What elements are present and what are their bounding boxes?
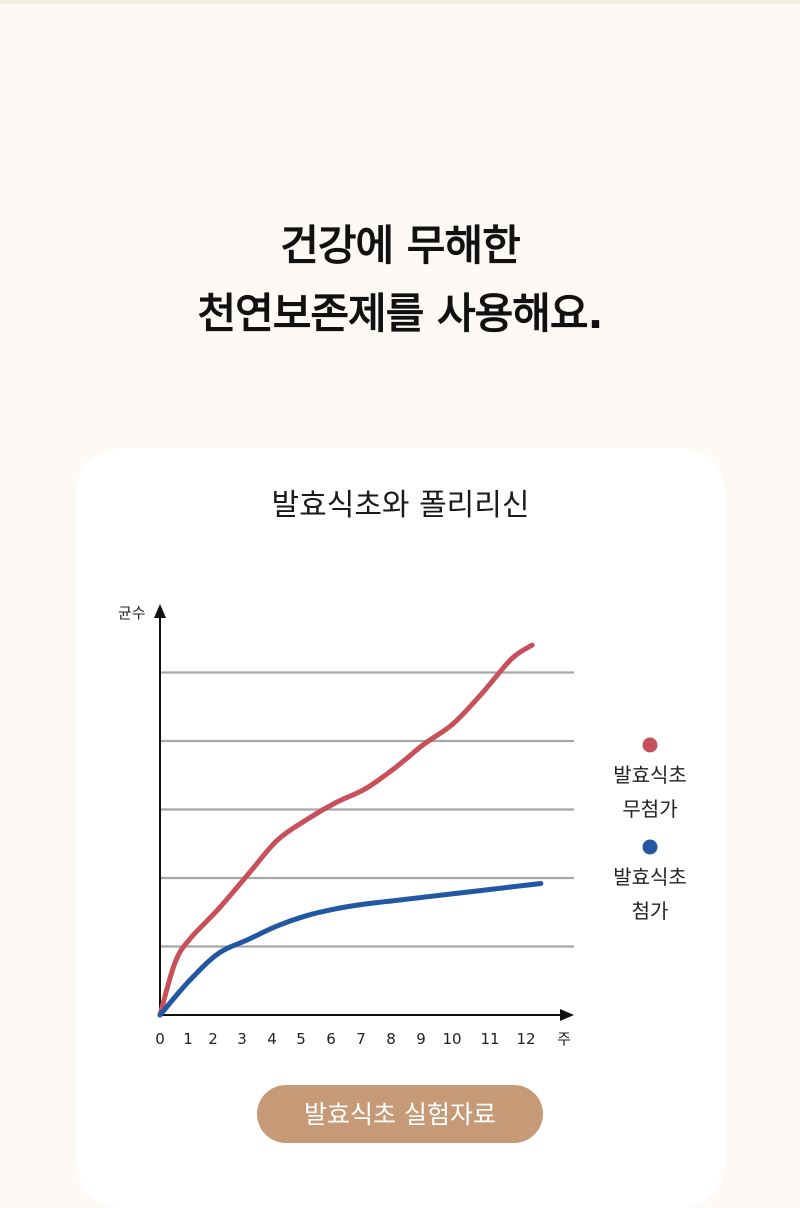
series-line-1	[157, 642, 535, 1018]
card-title-text: 발효식초와 폴리리신	[271, 488, 530, 523]
x-tick-label-9: 9	[416, 1030, 426, 1048]
x-tick-label-4: 4	[267, 1030, 277, 1048]
y-axis-label: 균수	[118, 604, 146, 622]
legend-series-2-line2: 첨가	[631, 899, 669, 923]
axis-layer: 균수	[118, 604, 574, 1021]
x-tick-label-0: 0	[155, 1030, 165, 1048]
legend-dot-series-2	[642, 839, 658, 855]
x-tick-label-6: 6	[326, 1030, 336, 1048]
x-tick-label-13: 주	[557, 1030, 571, 1048]
x-tick-label-8: 8	[386, 1030, 396, 1048]
legend-series-1-line1: 발효식초	[613, 763, 687, 787]
x-tick-label-5: 5	[296, 1030, 306, 1048]
x-tick-label-7: 7	[356, 1030, 366, 1048]
x-tick-label-3: 3	[237, 1030, 247, 1048]
x-axis-arrow	[560, 1009, 574, 1021]
x-tick-label-10: 10	[442, 1030, 461, 1048]
page-headline: 건강에 무해한 천연보존제를 사용해요.	[0, 212, 800, 348]
x-tick-label-11: 11	[480, 1030, 499, 1048]
card-title: 발효식초와 폴리리신	[257, 484, 544, 532]
legend-series-1-line2: 무첨가	[622, 797, 678, 821]
x-tick-label-12: 12	[516, 1030, 535, 1048]
fermented-vinegar-data-button[interactable]: 발효식초 실험자료	[257, 1085, 543, 1143]
x-tick-label-1: 1	[183, 1030, 193, 1048]
x-tick-labels: 0 1 2 3 4 5 6 7 8 9 10 11 12 주	[155, 1030, 571, 1048]
legend-label-series-2: 발효식초 첨가	[595, 860, 705, 928]
legend-dot-series-1	[642, 737, 658, 753]
legend-layer	[642, 737, 658, 855]
chart-card: 발효식초와 폴리리신	[76, 448, 725, 1208]
headline-line-1: 건강에 무해한	[280, 221, 520, 270]
legend-label-series-1: 발효식초 무첨가	[595, 758, 705, 826]
line-chart: 균수 0 1 2 3 4 5 6 7 8 9 10 11 12 주	[118, 604, 658, 1048]
headline-line-2: 천연보존제를 사용해요.	[197, 289, 604, 338]
y-axis-arrow	[154, 604, 166, 618]
series-layer	[157, 642, 544, 1018]
top-strip	[0, 0, 800, 4]
x-tick-label-2: 2	[208, 1030, 218, 1048]
series-line-2	[157, 880, 544, 1018]
legend-series-2-line1: 발효식초	[613, 865, 687, 889]
